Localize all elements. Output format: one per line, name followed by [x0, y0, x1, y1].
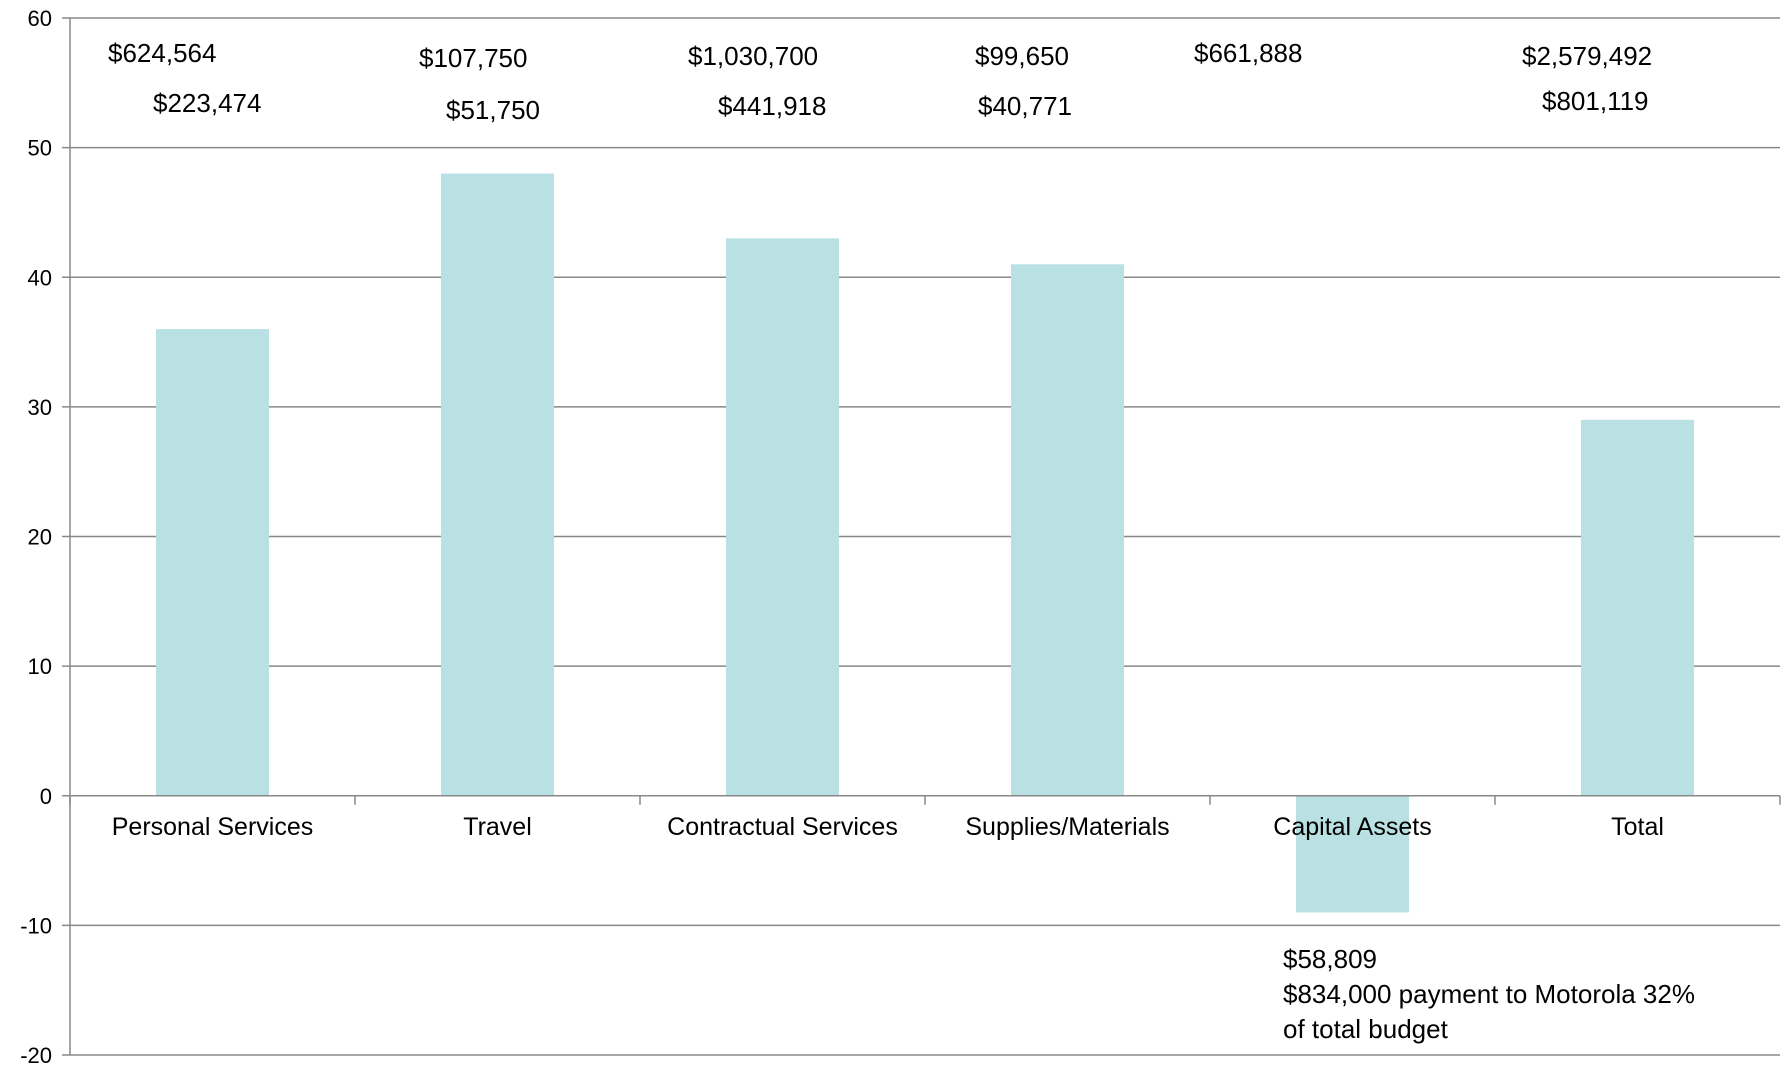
bar-capital-assets: [1296, 795, 1409, 913]
x-category-label: Total: [1611, 813, 1664, 841]
bar-contractual-services: [726, 238, 839, 796]
annotation-label: $107,750: [419, 43, 527, 73]
y-tick-label: 20: [28, 525, 52, 550]
annotation-label: $624,564: [108, 38, 216, 68]
annotation-label: $441,918: [718, 91, 826, 121]
bars: [156, 173, 1694, 913]
x-category-label: Personal Services: [112, 813, 313, 841]
bar-personal-services: [156, 329, 269, 796]
bar-travel: [441, 173, 554, 796]
y-tick-label: 10: [28, 654, 52, 679]
annotation-label: $2,579,492: [1522, 41, 1652, 71]
y-tick-label: 60: [28, 6, 52, 31]
annotation-label: $51,750: [446, 95, 540, 125]
annotation-label: $661,888: [1194, 38, 1302, 68]
axes: [62, 17, 1781, 1056]
annotation-label: $58,809: [1283, 944, 1377, 974]
annotation-label: $834,000 payment to Motorola 32%: [1283, 979, 1695, 1009]
y-tick-label: 50: [28, 136, 52, 161]
labels: 60 50 40 30 20 10 0 -10 -20 Personal Services Trav…: [20, 6, 1695, 1065]
annotation-label: $1,030,700: [688, 41, 818, 71]
y-tick-label: -20: [20, 1043, 52, 1065]
annotation-label: $223,474: [153, 88, 261, 118]
gridlines: [70, 17, 1780, 1056]
annotation-label: $801,119: [1542, 86, 1649, 116]
bar-total: [1581, 419, 1694, 796]
annotation-label: of total budget: [1283, 1014, 1449, 1044]
x-category-label: Travel: [463, 813, 532, 841]
y-tick-label: 40: [28, 265, 52, 290]
y-tick-label: 0: [40, 784, 52, 809]
y-tick-label: 30: [28, 395, 52, 420]
x-category-label: Supplies/Materials: [965, 813, 1169, 841]
y-tick-label: -10: [20, 913, 52, 938]
annotation-label: $99,650: [975, 41, 1069, 71]
bar-supplies-materials: [1011, 264, 1124, 796]
annotation-label: $40,771: [978, 91, 1072, 121]
x-category-label: Contractual Services: [667, 813, 898, 841]
x-category-label: Capital Assets: [1273, 813, 1431, 841]
